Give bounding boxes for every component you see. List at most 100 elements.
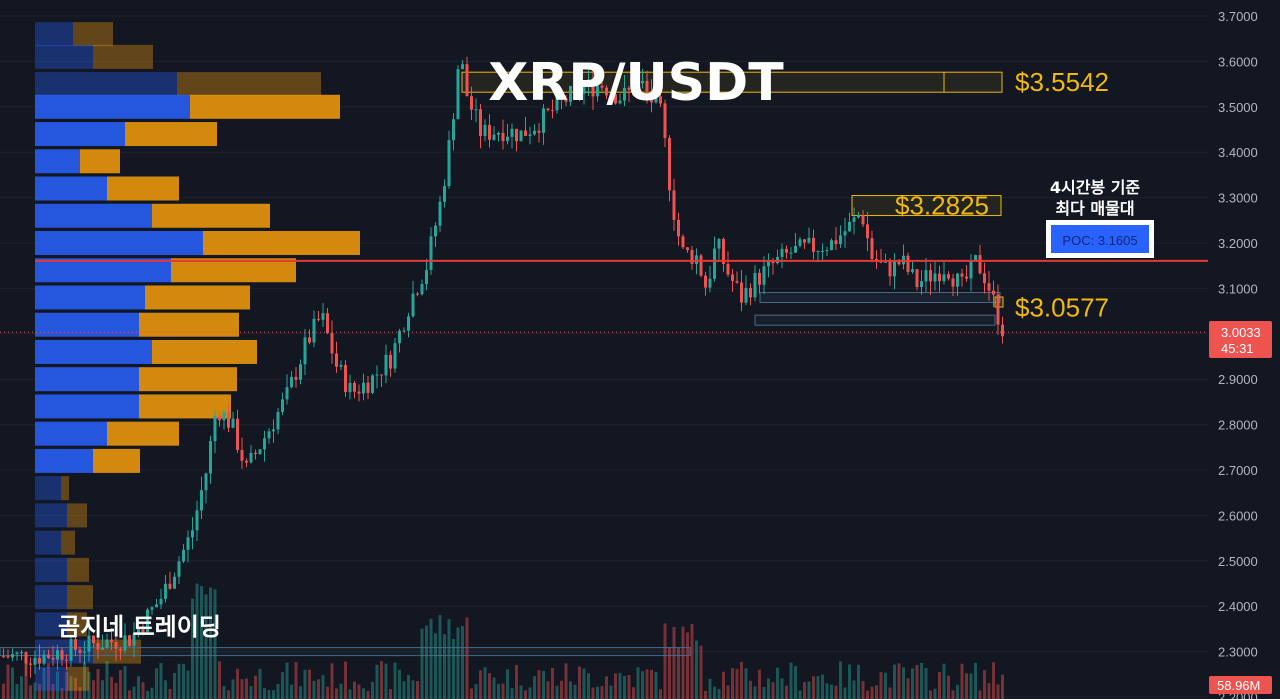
volume-bar: [213, 589, 217, 699]
profile-bar-down: [61, 530, 75, 555]
volume-bar: [515, 664, 518, 699]
candle-body: [825, 250, 829, 252]
candle-body: [51, 657, 55, 660]
volume-bar: [69, 676, 73, 699]
candle-body: [965, 276, 968, 279]
volume-bar: [870, 686, 874, 699]
volume-bar: [740, 661, 743, 699]
candle-body: [542, 108, 545, 133]
volume-bar: [479, 670, 482, 699]
volume-bar: [821, 674, 824, 699]
volume-bar: [263, 687, 266, 699]
profile-bar-up: [35, 666, 67, 691]
volume-bar: [371, 681, 374, 699]
volume-bar: [600, 686, 604, 699]
volume-bar: [362, 688, 365, 699]
candle-body: [371, 375, 374, 393]
candle-body: [587, 79, 590, 87]
volume-bar: [240, 679, 244, 699]
candle-body: [110, 639, 113, 642]
candle-body: [515, 128, 518, 142]
volume-bar: [47, 663, 50, 699]
volume-bar: [893, 664, 896, 699]
volume-bar: [663, 623, 667, 699]
profile-bar-up: [35, 585, 67, 610]
volume-bar: [218, 661, 221, 699]
volume-bar: [416, 681, 419, 699]
volume-bar: [96, 668, 100, 699]
candle-body: [645, 80, 649, 92]
candle-body: [627, 87, 631, 90]
candle-body: [713, 248, 716, 279]
volume-bar: [1001, 674, 1004, 699]
profile-bar-up: [35, 44, 93, 69]
volume-bar: [272, 690, 275, 699]
candle-body: [168, 583, 172, 589]
candle-body: [321, 313, 325, 320]
profile-bar-up: [35, 367, 139, 392]
y-tick-label: 2.5000: [1218, 554, 1258, 569]
candle-body: [848, 221, 851, 232]
candle-body: [69, 639, 73, 661]
current-price-countdown: 45:31: [1221, 341, 1254, 356]
candle-body: [497, 132, 500, 135]
volume-bar: [785, 685, 788, 699]
candle-body: [744, 288, 748, 303]
volume-bar: [380, 661, 383, 699]
volume-bar: [389, 689, 392, 699]
volume-bar: [645, 669, 649, 699]
candle-body: [582, 86, 586, 94]
volume-bar: [848, 664, 851, 699]
candle-body: [992, 290, 995, 295]
candle-body: [200, 490, 203, 511]
candle-body: [834, 240, 838, 245]
candle-body: [96, 643, 100, 650]
candle-body: [294, 376, 298, 380]
volume-bar: [438, 615, 442, 699]
volume-bar: [578, 666, 581, 699]
profile-bar-down: [61, 476, 69, 501]
timeframe-note-line1: 4시간봉 기준: [1050, 178, 1141, 197]
volume-bar: [65, 671, 68, 699]
volume-bar: [299, 686, 302, 699]
volume-bar: [569, 681, 572, 699]
candle-body: [870, 238, 874, 259]
candle-body: [938, 273, 941, 282]
candle-body: [119, 648, 122, 651]
volume-bar: [902, 667, 905, 699]
candle-body: [974, 255, 977, 260]
volume-bar: [254, 675, 257, 699]
profile-bar-down: [107, 176, 179, 201]
volume-bar: [146, 690, 149, 699]
candle-body: [614, 94, 617, 104]
profile-bar-up: [35, 503, 67, 528]
profile-bar-up: [35, 421, 107, 446]
candle-body: [276, 411, 280, 430]
chart-title: XRP/USDT: [488, 53, 784, 113]
volume-bar: [29, 685, 32, 699]
candle-body: [317, 318, 320, 320]
candle-body: [753, 272, 757, 298]
y-tick-label: 2.2000: [1218, 690, 1258, 699]
candle-body: [677, 219, 680, 237]
candle-body: [213, 415, 217, 442]
candle-body: [942, 274, 946, 282]
current-price-value: 3.0033: [1221, 325, 1261, 340]
profile-bar-down: [67, 612, 87, 637]
candle-body: [452, 119, 455, 141]
volume-bar: [456, 627, 460, 699]
candle-body: [281, 399, 284, 412]
volume-bar: [492, 677, 496, 699]
volume-bar: [830, 684, 833, 699]
candle-body: [263, 438, 266, 450]
candle-body: [150, 607, 154, 610]
volume-bar: [938, 671, 941, 699]
volume-bar: [839, 661, 842, 699]
candle-body: [632, 89, 635, 96]
candle-body: [348, 382, 352, 393]
profile-bar-up: [35, 94, 190, 119]
volume-bar: [677, 648, 680, 699]
candle-body: [474, 109, 478, 111]
candle-body: [429, 236, 433, 270]
level-box-bottom: [0, 647, 691, 657]
